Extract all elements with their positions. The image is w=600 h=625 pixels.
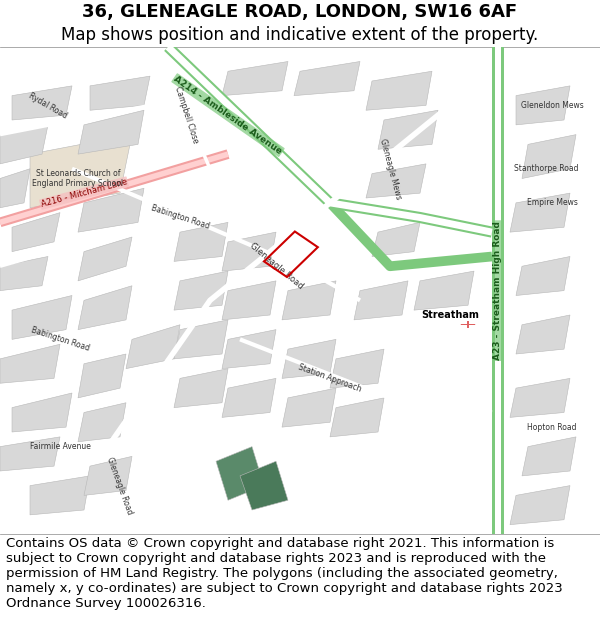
Polygon shape	[90, 76, 150, 110]
Polygon shape	[222, 61, 288, 96]
Polygon shape	[516, 256, 570, 296]
Polygon shape	[0, 344, 60, 383]
Polygon shape	[30, 476, 90, 515]
Polygon shape	[12, 213, 60, 252]
Text: Station Approach: Station Approach	[297, 362, 363, 394]
Text: St Leonards Church of
England Primary School: St Leonards Church of England Primary Sc…	[32, 169, 124, 188]
Text: Campbell Close: Campbell Close	[173, 86, 199, 145]
Polygon shape	[495, 47, 501, 534]
Text: Babington Road: Babington Road	[29, 326, 91, 353]
Text: Gleneldon Mews: Gleneldon Mews	[521, 101, 583, 110]
Polygon shape	[330, 398, 384, 437]
Polygon shape	[78, 354, 126, 398]
Polygon shape	[0, 256, 48, 291]
Polygon shape	[174, 222, 228, 261]
Polygon shape	[216, 447, 264, 500]
Polygon shape	[510, 378, 570, 418]
Polygon shape	[12, 393, 72, 432]
Text: Fairmile Avenue: Fairmile Avenue	[29, 442, 91, 451]
Polygon shape	[282, 339, 336, 378]
Polygon shape	[378, 110, 438, 149]
Polygon shape	[516, 315, 570, 354]
Bar	[264, 231, 318, 277]
Polygon shape	[174, 271, 228, 310]
Text: A23 - Streatham High Road: A23 - Streatham High Road	[493, 221, 503, 360]
Text: Stanthorpe Road: Stanthorpe Road	[514, 164, 578, 173]
Polygon shape	[126, 325, 180, 369]
Polygon shape	[240, 461, 288, 510]
Polygon shape	[78, 188, 144, 232]
Text: Empire Mews: Empire Mews	[527, 198, 577, 208]
Text: Contains OS data © Crown copyright and database right 2021. This information is : Contains OS data © Crown copyright and d…	[6, 537, 563, 610]
Polygon shape	[78, 286, 132, 329]
Polygon shape	[174, 320, 228, 359]
Polygon shape	[282, 388, 336, 427]
Polygon shape	[414, 271, 474, 310]
Polygon shape	[366, 71, 432, 110]
Polygon shape	[294, 61, 360, 96]
Text: A216 - Mitcham Lane: A216 - Mitcham Lane	[40, 177, 128, 209]
Polygon shape	[222, 329, 276, 369]
Text: ⊣⊢: ⊣⊢	[460, 320, 476, 330]
Text: Babington Road: Babington Road	[149, 204, 211, 231]
Text: Gleneagle Road: Gleneagle Road	[106, 456, 134, 516]
Text: Rydal Road: Rydal Road	[27, 91, 69, 120]
Text: Gleneagle Road: Gleneagle Road	[248, 241, 304, 291]
Polygon shape	[516, 86, 570, 125]
Polygon shape	[0, 437, 60, 471]
Polygon shape	[222, 378, 276, 418]
Text: Streatham: Streatham	[421, 310, 479, 320]
Polygon shape	[372, 222, 420, 256]
Polygon shape	[522, 437, 576, 476]
Text: Gleneagle Mews: Gleneagle Mews	[377, 138, 403, 200]
Polygon shape	[282, 281, 336, 320]
Polygon shape	[78, 237, 132, 281]
Polygon shape	[510, 193, 570, 232]
Polygon shape	[522, 134, 576, 179]
Polygon shape	[174, 369, 228, 408]
Text: A214 - Ambleside Avenue: A214 - Ambleside Avenue	[172, 74, 284, 156]
Polygon shape	[0, 169, 30, 208]
Polygon shape	[0, 125, 48, 164]
Polygon shape	[510, 486, 570, 524]
Text: Map shows position and indicative extent of the property.: Map shows position and indicative extent…	[61, 26, 539, 44]
Polygon shape	[354, 281, 408, 320]
Polygon shape	[366, 164, 426, 198]
Polygon shape	[78, 110, 144, 154]
Polygon shape	[30, 134, 132, 208]
Polygon shape	[330, 349, 384, 388]
Polygon shape	[12, 86, 72, 120]
Text: Hopton Road: Hopton Road	[527, 422, 577, 432]
Polygon shape	[222, 281, 276, 320]
Polygon shape	[222, 232, 276, 271]
Text: 36, GLENEAGLE ROAD, LONDON, SW16 6AF: 36, GLENEAGLE ROAD, LONDON, SW16 6AF	[82, 2, 518, 21]
Polygon shape	[84, 456, 132, 496]
Polygon shape	[492, 47, 504, 534]
Polygon shape	[78, 402, 126, 442]
Polygon shape	[12, 296, 72, 339]
